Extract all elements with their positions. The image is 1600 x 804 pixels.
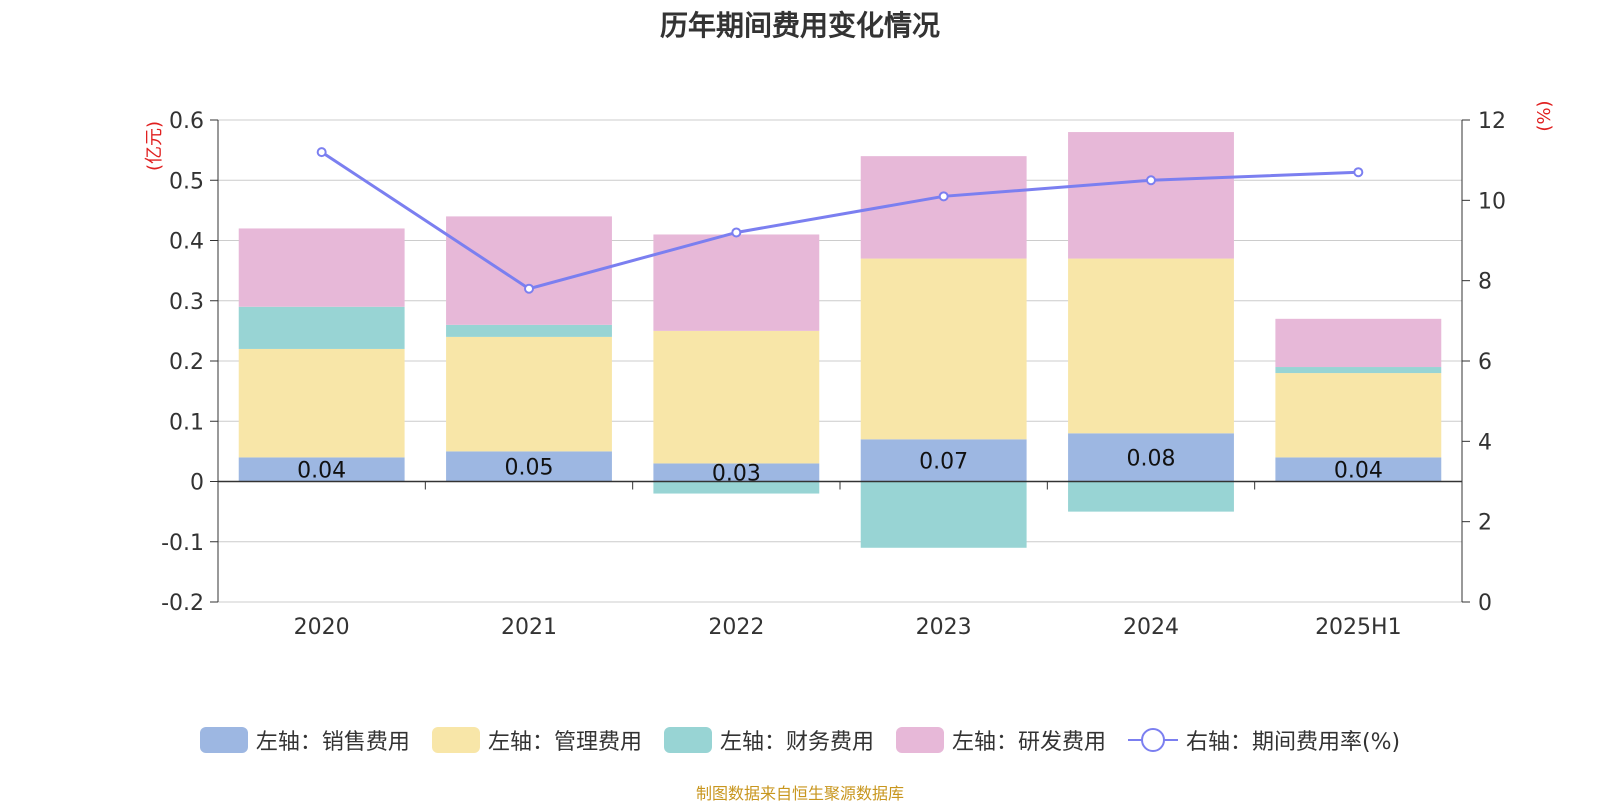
legend-swatch-finance xyxy=(663,727,712,753)
bar-admin xyxy=(1275,373,1442,458)
rate-point xyxy=(1353,167,1364,178)
bar-finance xyxy=(1068,481,1234,512)
left-axis-tick-label: 0.6 xyxy=(169,109,204,134)
legend-swatch-rate-icon xyxy=(1127,728,1178,752)
bar-finance xyxy=(653,481,820,494)
chart-canvas: 0.6 0.5 0.4 0.3 0.2 0.1 0 -0.1 -0.2 12 10 8 6 4 2 0 (亿元)… xyxy=(144,100,1555,640)
legend-label-finance: 左轴：财务费用 xyxy=(719,730,874,755)
bar-rd xyxy=(1275,318,1442,368)
legend-swatch-sales xyxy=(199,727,248,753)
bar-value-label: 0.05 xyxy=(505,455,554,480)
bar-admin xyxy=(446,336,612,452)
legend-item-rate[interactable]: 右轴：期间费用率(%) xyxy=(1127,724,1401,756)
legend-swatch-rd xyxy=(895,727,944,753)
bar-value-label: 0.03 xyxy=(712,461,761,486)
left-axis-tick-label: -0.2 xyxy=(161,591,204,616)
left-axis-tick-label: -0.1 xyxy=(161,531,204,556)
left-axis-tick-label: 0.1 xyxy=(169,410,204,435)
bar-sales xyxy=(653,463,820,482)
bar-sales xyxy=(238,457,405,482)
x-axis-category-label: 2024 xyxy=(1123,615,1179,640)
left-axis-tick-label: 0.4 xyxy=(169,230,204,255)
bar-finance xyxy=(860,481,1027,548)
legend-item-sales[interactable]: 左轴：销售费用 xyxy=(199,724,410,756)
rate-line-layer xyxy=(316,147,1364,294)
chart-legend: 左轴：销售费用 左轴：管理费用 左轴：财务费用 左轴：研发费用 右轴：期间费用率… xyxy=(0,722,1600,758)
x-axis-category-label: 2023 xyxy=(916,615,972,640)
source-note: 制图数据来自恒生聚源数据库 xyxy=(695,784,904,803)
left-axis-tick-label: 0.3 xyxy=(169,290,204,315)
bar-rd xyxy=(238,228,405,307)
right-axis-tick-label: 0 xyxy=(1478,591,1492,616)
bar-admin xyxy=(860,258,1027,440)
rate-point xyxy=(1146,175,1156,186)
rate-point xyxy=(731,227,742,238)
bar-rd xyxy=(446,216,612,325)
x-axis-category-label: 2021 xyxy=(501,615,557,640)
rate-point xyxy=(524,283,534,294)
axes: 0.6 0.5 0.4 0.3 0.2 0.1 0 -0.1 -0.2 12 10 8 6 4 2 0 (亿元)… xyxy=(144,100,1555,640)
left-axis-tick-label: 0 xyxy=(190,471,204,496)
bar-value-label: 0.07 xyxy=(919,449,968,474)
bar-rd xyxy=(1068,132,1234,259)
right-axis-tick-label: 10 xyxy=(1478,189,1506,214)
right-axis-unit-label: (%) xyxy=(1534,100,1555,131)
legend-item-finance[interactable]: 左轴：财务费用 xyxy=(663,724,874,756)
bar-layer xyxy=(238,132,1442,548)
bar-finance xyxy=(1275,367,1442,374)
x-axis-category-label: 2022 xyxy=(708,615,764,640)
bar-finance xyxy=(238,306,405,349)
left-axis-tick-label: 0.2 xyxy=(169,350,204,375)
bar-admin xyxy=(238,348,405,458)
chart-title: 历年期间费用变化情况 xyxy=(659,9,940,42)
left-axis-tick-label: 0.5 xyxy=(169,169,204,194)
bar-sales xyxy=(1275,457,1442,482)
legend-swatch-admin xyxy=(431,727,480,753)
right-axis-tick-label: 4 xyxy=(1478,430,1492,455)
x-axis-category-label: 2020 xyxy=(294,615,350,640)
rate-point xyxy=(938,191,949,202)
x-axis-category-label: 2025H1 xyxy=(1315,615,1402,640)
rate-line xyxy=(320,150,1359,291)
left-axis-unit-label: (亿元) xyxy=(144,121,165,171)
rate-point xyxy=(316,147,327,158)
right-axis-tick-label: 8 xyxy=(1478,270,1492,295)
data-labels: 0.04 0.05 0.03 0.07 0.08 0.04 xyxy=(297,446,1383,486)
bar-sales xyxy=(446,451,612,482)
bar-finance xyxy=(446,324,612,337)
bar-value-label: 0.04 xyxy=(1334,458,1383,483)
legend-label-admin: 左轴：管理费用 xyxy=(487,730,642,755)
right-axis-tick-label: 12 xyxy=(1478,109,1506,134)
legend-item-admin[interactable]: 左轴：管理费用 xyxy=(431,724,642,756)
legend-label-rate: 右轴：期间费用率(%) xyxy=(1185,730,1401,755)
right-axis-tick-label: 6 xyxy=(1478,350,1492,375)
legend-label-sales: 左轴：销售费用 xyxy=(255,730,410,755)
legend-item-rd[interactable]: 左轴：研发费用 xyxy=(895,724,1106,756)
right-axis-tick-label: 2 xyxy=(1478,511,1492,536)
bar-value-label: 0.04 xyxy=(297,458,346,483)
legend-label-rd: 左轴：研发费用 xyxy=(951,730,1106,755)
bar-admin xyxy=(1068,258,1234,434)
bar-sales xyxy=(1068,433,1234,482)
bar-rd xyxy=(653,234,820,331)
bar-admin xyxy=(653,330,820,464)
bar-value-label: 0.08 xyxy=(1127,446,1176,471)
bar-sales xyxy=(860,439,1027,482)
